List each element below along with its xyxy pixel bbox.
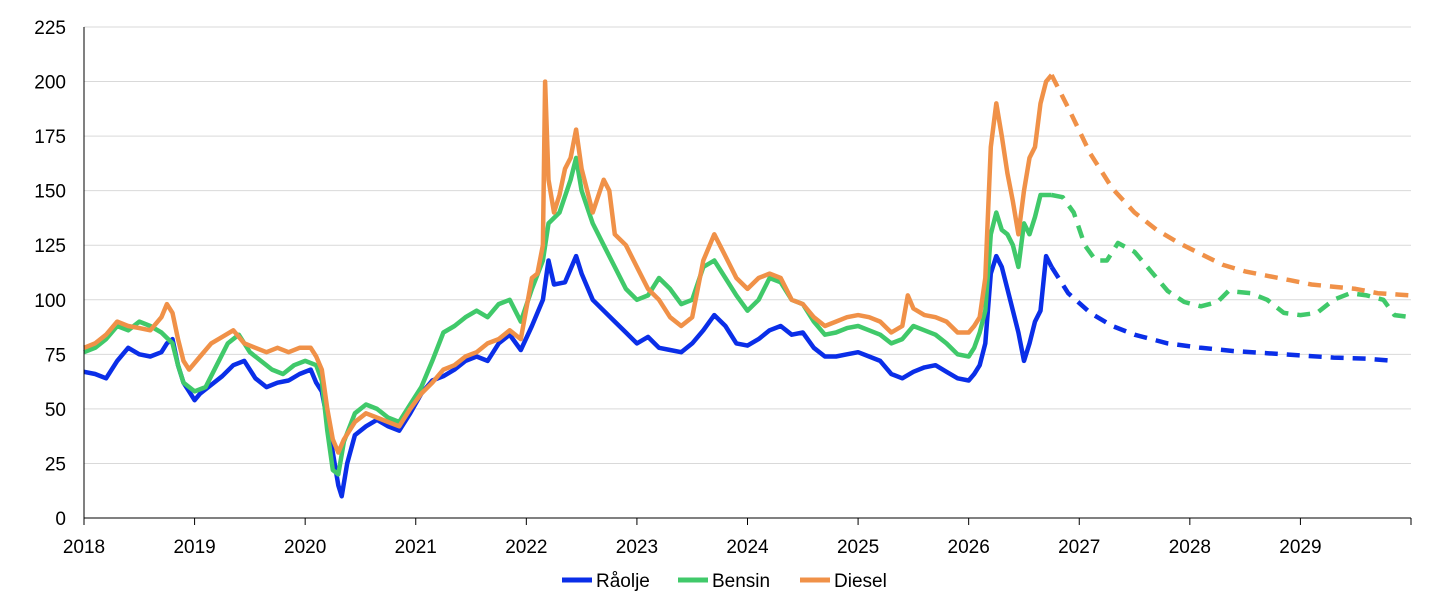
grid-layer: [84, 26, 1411, 464]
legend-label-bensin: Bensin: [712, 571, 770, 592]
y-tick-label: 175: [34, 127, 66, 148]
y-tick-label: 0: [55, 509, 66, 530]
y-tick-label: 150: [34, 182, 66, 203]
x-tick-label: 2024: [726, 537, 769, 558]
x-tick-label: 2027: [1058, 537, 1100, 558]
y-tick-label: 100: [34, 291, 66, 312]
x-tick-label: 2018: [63, 537, 105, 558]
y-tick-label: 25: [45, 454, 66, 475]
series-line-diesel-solid: [83, 73, 1054, 455]
y-tick-label: 75: [45, 345, 66, 366]
y-tick-label: 50: [45, 400, 66, 421]
x-tick-label: 2022: [505, 537, 547, 558]
legend: Råolje Bensin Diesel: [562, 571, 887, 592]
y-tick-label: 225: [34, 18, 66, 39]
x-tick-label: 2019: [173, 537, 215, 558]
series-layer: [83, 73, 1412, 499]
y-tick-label: 200: [34, 73, 66, 94]
series-line-bensin-solid: [83, 155, 1052, 477]
x-tick-label: 2023: [616, 537, 658, 558]
x-tick-label: 2025: [837, 537, 879, 558]
series-line-råolje-dashed: [1049, 265, 1395, 364]
y-tick-label: 125: [34, 236, 66, 257]
x-tick-label: 2020: [284, 537, 326, 558]
series-line-diesel-dashed: [1049, 73, 1412, 298]
axis-layer: 0 25 50 75 100 125 150 175 200 225 2018 2019 2020 202…: [34, 18, 1412, 558]
x-tick-label: 2029: [1279, 537, 1321, 558]
x-tick-label: 2028: [1169, 537, 1211, 558]
series-line-bensin-dashed: [1051, 192, 1412, 320]
x-tick-label: 2021: [395, 537, 437, 558]
x-tick-label: 2026: [948, 537, 990, 558]
legend-label-råolje: Råolje: [596, 571, 650, 592]
series-line-råolje-solid: [83, 253, 1054, 499]
legend-label-diesel: Diesel: [834, 571, 887, 592]
